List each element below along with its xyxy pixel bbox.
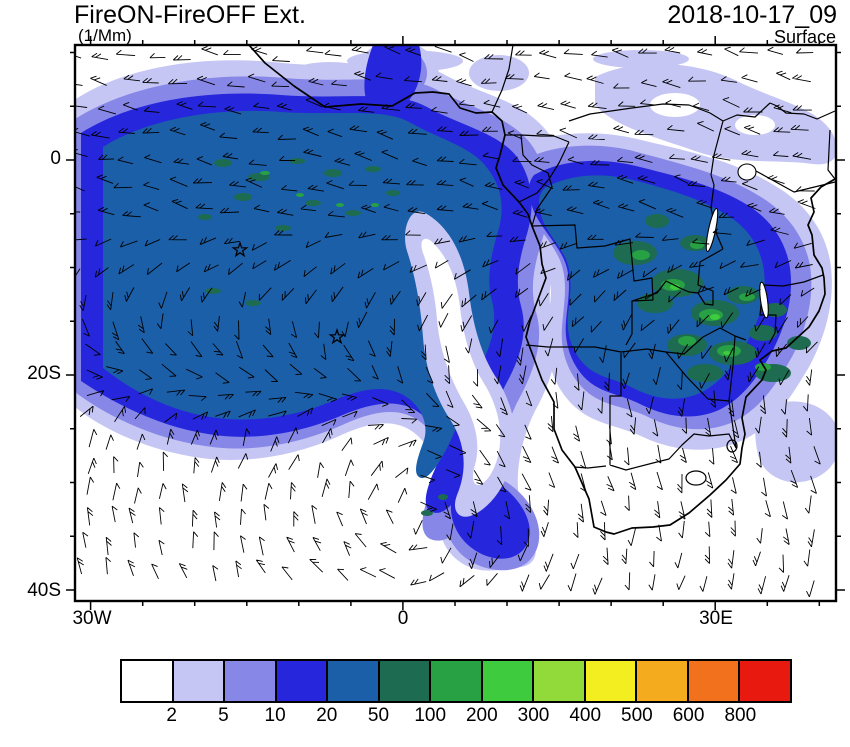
contour-patch	[248, 173, 270, 181]
map-content	[75, 45, 836, 598]
lake-victoria	[737, 163, 757, 181]
colorbar-label-400: 400	[569, 705, 602, 726]
colorbar-cell-7	[482, 661, 535, 701]
y-tick-label-0: 0	[50, 148, 61, 169]
colorbar-cell-11	[688, 661, 741, 701]
contour-patch	[245, 300, 261, 306]
contour-patch	[305, 200, 321, 206]
colorbar-cell-12	[740, 661, 790, 701]
contour-patch	[723, 351, 731, 355]
colorbar-label-5: 5	[218, 705, 229, 726]
contour-patch	[632, 250, 650, 260]
x-tick-label-0: 0	[397, 608, 409, 629]
contour-patch	[324, 169, 342, 177]
border-swaziland	[726, 439, 738, 453]
contour-patch	[645, 214, 669, 228]
contour-level2-southeast	[755, 401, 836, 483]
contour-patch	[787, 336, 811, 350]
clear-slot-core	[421, 238, 501, 486]
star-marker-2	[328, 328, 346, 345]
axis-ticks	[66, 36, 845, 610]
colorbar-cell-5	[379, 661, 432, 701]
contour-patch	[699, 309, 723, 321]
contour-patch	[593, 50, 689, 68]
tick-marks	[66, 36, 845, 610]
contour-patch	[438, 494, 448, 500]
lake-malawi	[759, 281, 769, 319]
contour-level20-west	[103, 110, 502, 479]
border-lesotho	[685, 470, 707, 486]
contour-patch	[260, 171, 270, 175]
colorbar-label-200: 200	[465, 705, 498, 726]
contour-patch	[687, 364, 723, 382]
colorbar-cell-8	[534, 661, 586, 701]
colorbar-label-50: 50	[367, 705, 390, 726]
contour-patch	[234, 193, 252, 201]
contour-patch	[739, 293, 755, 301]
colorbar-cell-2	[225, 661, 277, 701]
colorbar-cell-6	[431, 661, 483, 701]
contour-patch	[205, 288, 221, 294]
x-tick-label-30e: 30E	[699, 608, 733, 629]
contour-patch	[371, 203, 379, 207]
contour-patch	[710, 314, 720, 320]
date-label: 2018-10-17_09	[667, 1, 837, 29]
colorbar-label-2: 2	[166, 705, 177, 726]
contour-patch	[365, 166, 381, 172]
colorbar-label-500: 500	[621, 705, 653, 726]
colorbar-cell-10	[637, 661, 689, 701]
y-tick-label-40s: 40S	[27, 580, 61, 601]
extinction-contours	[75, 45, 836, 571]
plot-title: FireON-FireOFF Ext.	[74, 1, 306, 29]
contour-patch	[289, 158, 305, 164]
contour-patch	[345, 210, 361, 216]
star-marker-1	[231, 241, 249, 258]
contour-patch	[717, 345, 741, 357]
contour-patch	[755, 363, 771, 371]
colorbar-cell-9	[585, 661, 638, 701]
surface-label: Surface	[773, 27, 836, 47]
colorbar-label-20: 20	[316, 705, 338, 726]
contour-patch	[763, 303, 787, 317]
contour-patch	[670, 284, 680, 290]
contour-patch	[469, 55, 529, 91]
contour-patch	[336, 203, 344, 207]
colorbar-cell-3	[276, 661, 329, 701]
wind-barbs	[75, 45, 821, 598]
y-tick-label-20s: 20S	[27, 363, 61, 384]
x-tick-label-30w: 30W	[72, 608, 112, 629]
colorbar-label-800: 800	[724, 705, 757, 726]
contour-patch	[386, 190, 400, 196]
contour-patch	[637, 293, 673, 313]
colorbar-label-600: 600	[672, 705, 705, 726]
colorbar-label-300: 300	[517, 705, 550, 726]
contour-patch	[296, 193, 304, 197]
contour-patch	[275, 225, 291, 231]
contour-patch	[214, 159, 232, 167]
contour-patch	[749, 325, 777, 341]
colorbar-label-10: 10	[264, 705, 286, 726]
colorbar-cell-0	[122, 661, 174, 701]
contour-patch	[678, 336, 696, 346]
africa-coastline	[248, 45, 836, 535]
contour-patch	[421, 510, 433, 516]
contour-patch	[735, 115, 775, 135]
contour-green-patches	[198, 158, 811, 516]
colorbar-cell-1	[173, 661, 226, 701]
contour-level2-northeast	[595, 63, 836, 165]
colorbar-labels: 2 5 10 20 50 100 200 300 400 500 600 800	[120, 705, 796, 729]
contour-patch	[198, 214, 212, 220]
units-label: (1/Mm)	[78, 26, 132, 45]
colorbar-cell-4	[328, 661, 380, 701]
colorbar-label-100: 100	[414, 705, 447, 726]
wind-barb-field	[75, 45, 821, 598]
country-borders	[491, 45, 836, 471]
colorbar	[120, 659, 792, 703]
